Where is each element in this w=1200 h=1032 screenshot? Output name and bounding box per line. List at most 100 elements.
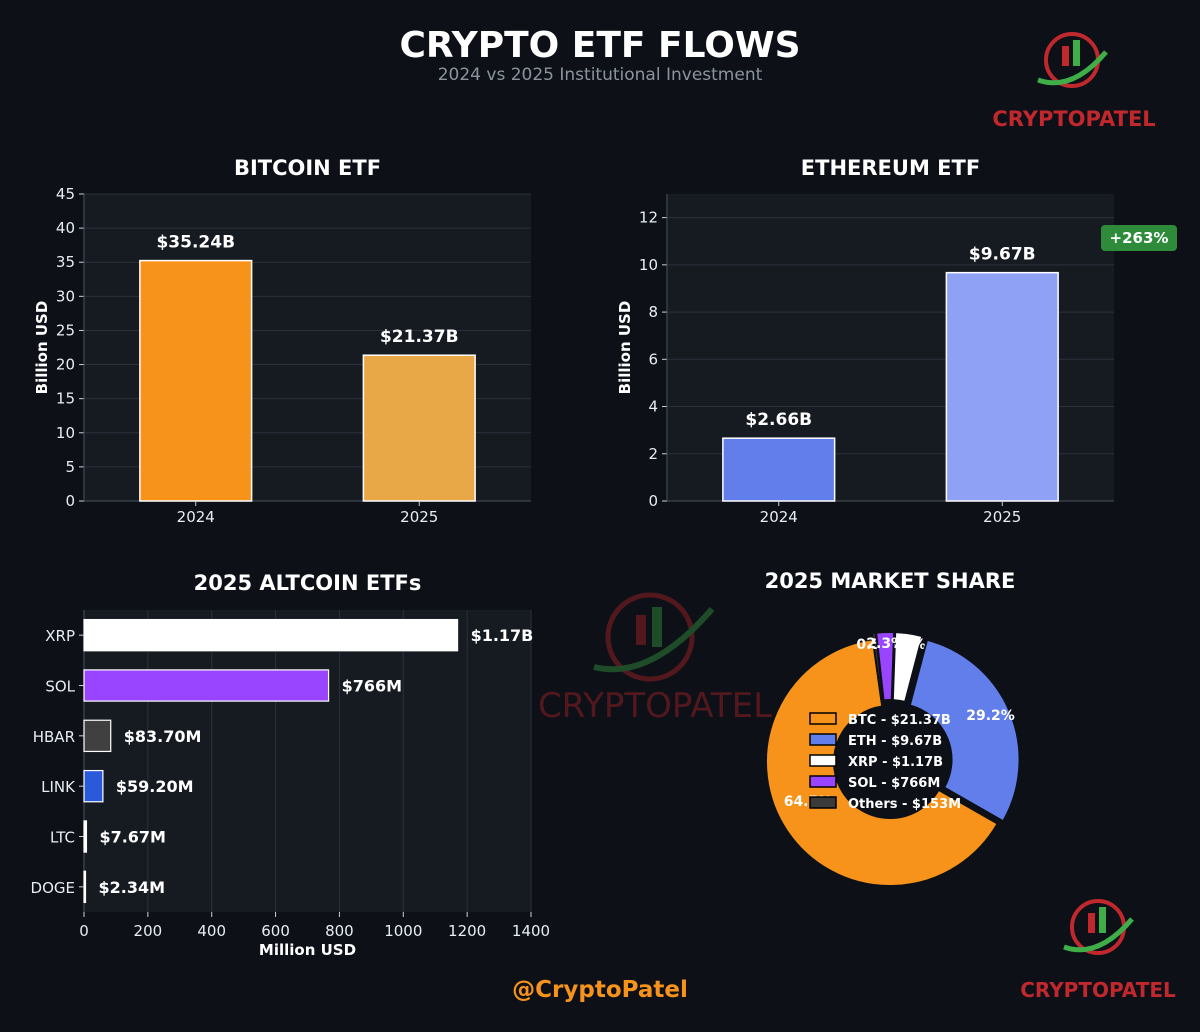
legend-label: XRP - $1.17B xyxy=(848,755,943,770)
y-tick-label: 35 xyxy=(56,253,75,271)
bar xyxy=(83,769,104,803)
pie-pct-label: 3.5% xyxy=(887,637,926,653)
x-axis-label: Million USD xyxy=(259,941,356,959)
x-tick-label: 1200 xyxy=(448,922,486,940)
y-tick-label: 0 xyxy=(65,492,75,510)
bar xyxy=(83,669,330,702)
bar xyxy=(722,437,836,502)
logo-candle-icon xyxy=(1099,907,1106,933)
bar-value-label: $59.20M xyxy=(116,777,194,796)
pie-slice xyxy=(765,638,999,887)
y-tick-label: 4 xyxy=(648,398,658,416)
logo-candle-icon xyxy=(1073,40,1080,66)
legend-label: BTC - $21.37B xyxy=(848,713,951,728)
y-tick-label: 40 xyxy=(56,219,75,237)
y-tick-label: 10 xyxy=(56,424,75,442)
x-tick-label: 2024 xyxy=(177,508,215,526)
y-tick-label: 25 xyxy=(56,321,75,339)
bar-value-label: $83.70M xyxy=(124,727,202,746)
logo-bottom: CRYPTOPATEL xyxy=(1020,899,1176,1002)
y-tick-label: 8 xyxy=(648,303,658,321)
pie-slice xyxy=(875,631,896,702)
bitcoin-etf-chart: 051015202530354045$35.24B2024$21.37B2025… xyxy=(33,156,531,526)
legend-swatch xyxy=(809,712,837,725)
y-tick-label: XRP xyxy=(45,627,75,645)
bar xyxy=(83,820,88,853)
growth-badge xyxy=(1101,225,1177,251)
x-tick-label: 1400 xyxy=(512,922,550,940)
logo-text: CRYPTOPATEL xyxy=(992,107,1155,131)
bar xyxy=(83,719,112,753)
logo-top: CRYPTOPATEL xyxy=(992,32,1156,131)
growth-badge-label: +263% xyxy=(1110,229,1169,247)
market-share-chart: 2025 MARKET SHARE3.5%29.2%64.5%0.5%2.3%B… xyxy=(765,569,1021,887)
x-tick-label: 2025 xyxy=(400,508,438,526)
legend-label: ETH - $9.67B xyxy=(848,734,942,749)
x-tick-label: 200 xyxy=(134,922,163,940)
bar-value-label: $9.67B xyxy=(969,245,1036,265)
altcoin-etf-chart: 0 200 400 600 800 1000 1200 1400 $1.17B XRP $766M S… xyxy=(31,571,551,959)
y-tick-label: 30 xyxy=(56,287,75,305)
plot-area xyxy=(84,610,531,912)
figure-title: CRYPTO ETF FLOWS xyxy=(399,25,800,66)
logo-text: CRYPTOPATEL xyxy=(1020,978,1176,1002)
bar-value-label: $2.34M xyxy=(99,878,166,897)
bar xyxy=(83,618,459,652)
logo-arrow-icon xyxy=(1063,917,1134,953)
watermark-candle-icon xyxy=(636,615,646,645)
x-tick-label: 800 xyxy=(325,922,354,940)
y-tick-label: LTC xyxy=(50,829,75,847)
x-tick-label: 0 xyxy=(79,922,89,940)
chart-title: 2025 MARKET SHARE xyxy=(765,569,1016,593)
watermark-ring-icon xyxy=(605,592,695,682)
logo-arrow-icon xyxy=(1037,50,1108,86)
y-tick-label: 15 xyxy=(56,390,75,408)
bar-value-label: $7.67M xyxy=(99,828,166,847)
watermark-text: CRYPTOPATEL xyxy=(538,686,772,726)
pie-slice xyxy=(908,638,1021,823)
x-tick-label: 400 xyxy=(197,922,226,940)
legend-swatch xyxy=(809,775,837,788)
y-tick-label: 5 xyxy=(65,458,75,476)
bar xyxy=(362,354,476,502)
y-tick-label: HBAR xyxy=(33,728,75,746)
chart-title: ETHEREUM ETF xyxy=(801,156,980,180)
y-axis-label: Billion USD xyxy=(616,301,634,395)
bar-value-label: $1.17B xyxy=(471,626,534,645)
pie-pct-label: 2.3% xyxy=(866,636,905,652)
y-tick-label: 20 xyxy=(56,356,75,374)
logo-watermark: CRYPTOPATEL xyxy=(538,592,772,726)
figure-subtitle: 2024 vs 2025 Institutional Investment xyxy=(438,65,763,85)
y-tick-label: 6 xyxy=(648,350,658,368)
pie-pct-label: 29.2% xyxy=(966,708,1015,724)
x-tick-label: 2024 xyxy=(760,508,798,526)
logo-candle-icon xyxy=(1062,46,1069,66)
x-tick-label: 1000 xyxy=(384,922,422,940)
bar xyxy=(83,870,87,904)
bar-value-label: $35.24B xyxy=(156,233,235,253)
y-tick-label: 10 xyxy=(639,256,658,274)
chart-title: BITCOIN ETF xyxy=(234,156,381,180)
chart-title: 2025 ALTCOIN ETFs xyxy=(194,571,422,595)
legend-label: Others - $153M xyxy=(848,797,961,812)
author-handle: @CryptoPatel xyxy=(512,977,688,1003)
legend-swatch xyxy=(809,796,837,809)
watermark-arrow-icon xyxy=(593,607,715,673)
bar-value-label: $2.66B xyxy=(745,410,812,430)
y-tick-label: 45 xyxy=(56,185,75,203)
y-tick-label: DOGE xyxy=(31,879,75,897)
x-tick-label: 600 xyxy=(261,922,290,940)
y-tick-label: LINK xyxy=(41,778,76,796)
y-tick-label: 12 xyxy=(639,209,658,227)
legend-swatch xyxy=(809,754,837,767)
legend-swatch xyxy=(809,733,837,746)
ethereum-etf-chart: 0 2 4 6 8 10 12 $2.66B 2024 $9.67B 2025 ETHEREUM ET… xyxy=(616,156,1177,526)
watermark-candle-icon xyxy=(652,607,662,647)
y-tick-label: SOL xyxy=(45,678,75,696)
bar-value-label: $21.37B xyxy=(380,327,459,347)
y-tick-label: 2 xyxy=(648,445,658,463)
y-tick-label: 0 xyxy=(648,492,658,510)
bar-value-label: $766M xyxy=(342,677,402,696)
legend-label: SOL - $766M xyxy=(848,776,940,791)
